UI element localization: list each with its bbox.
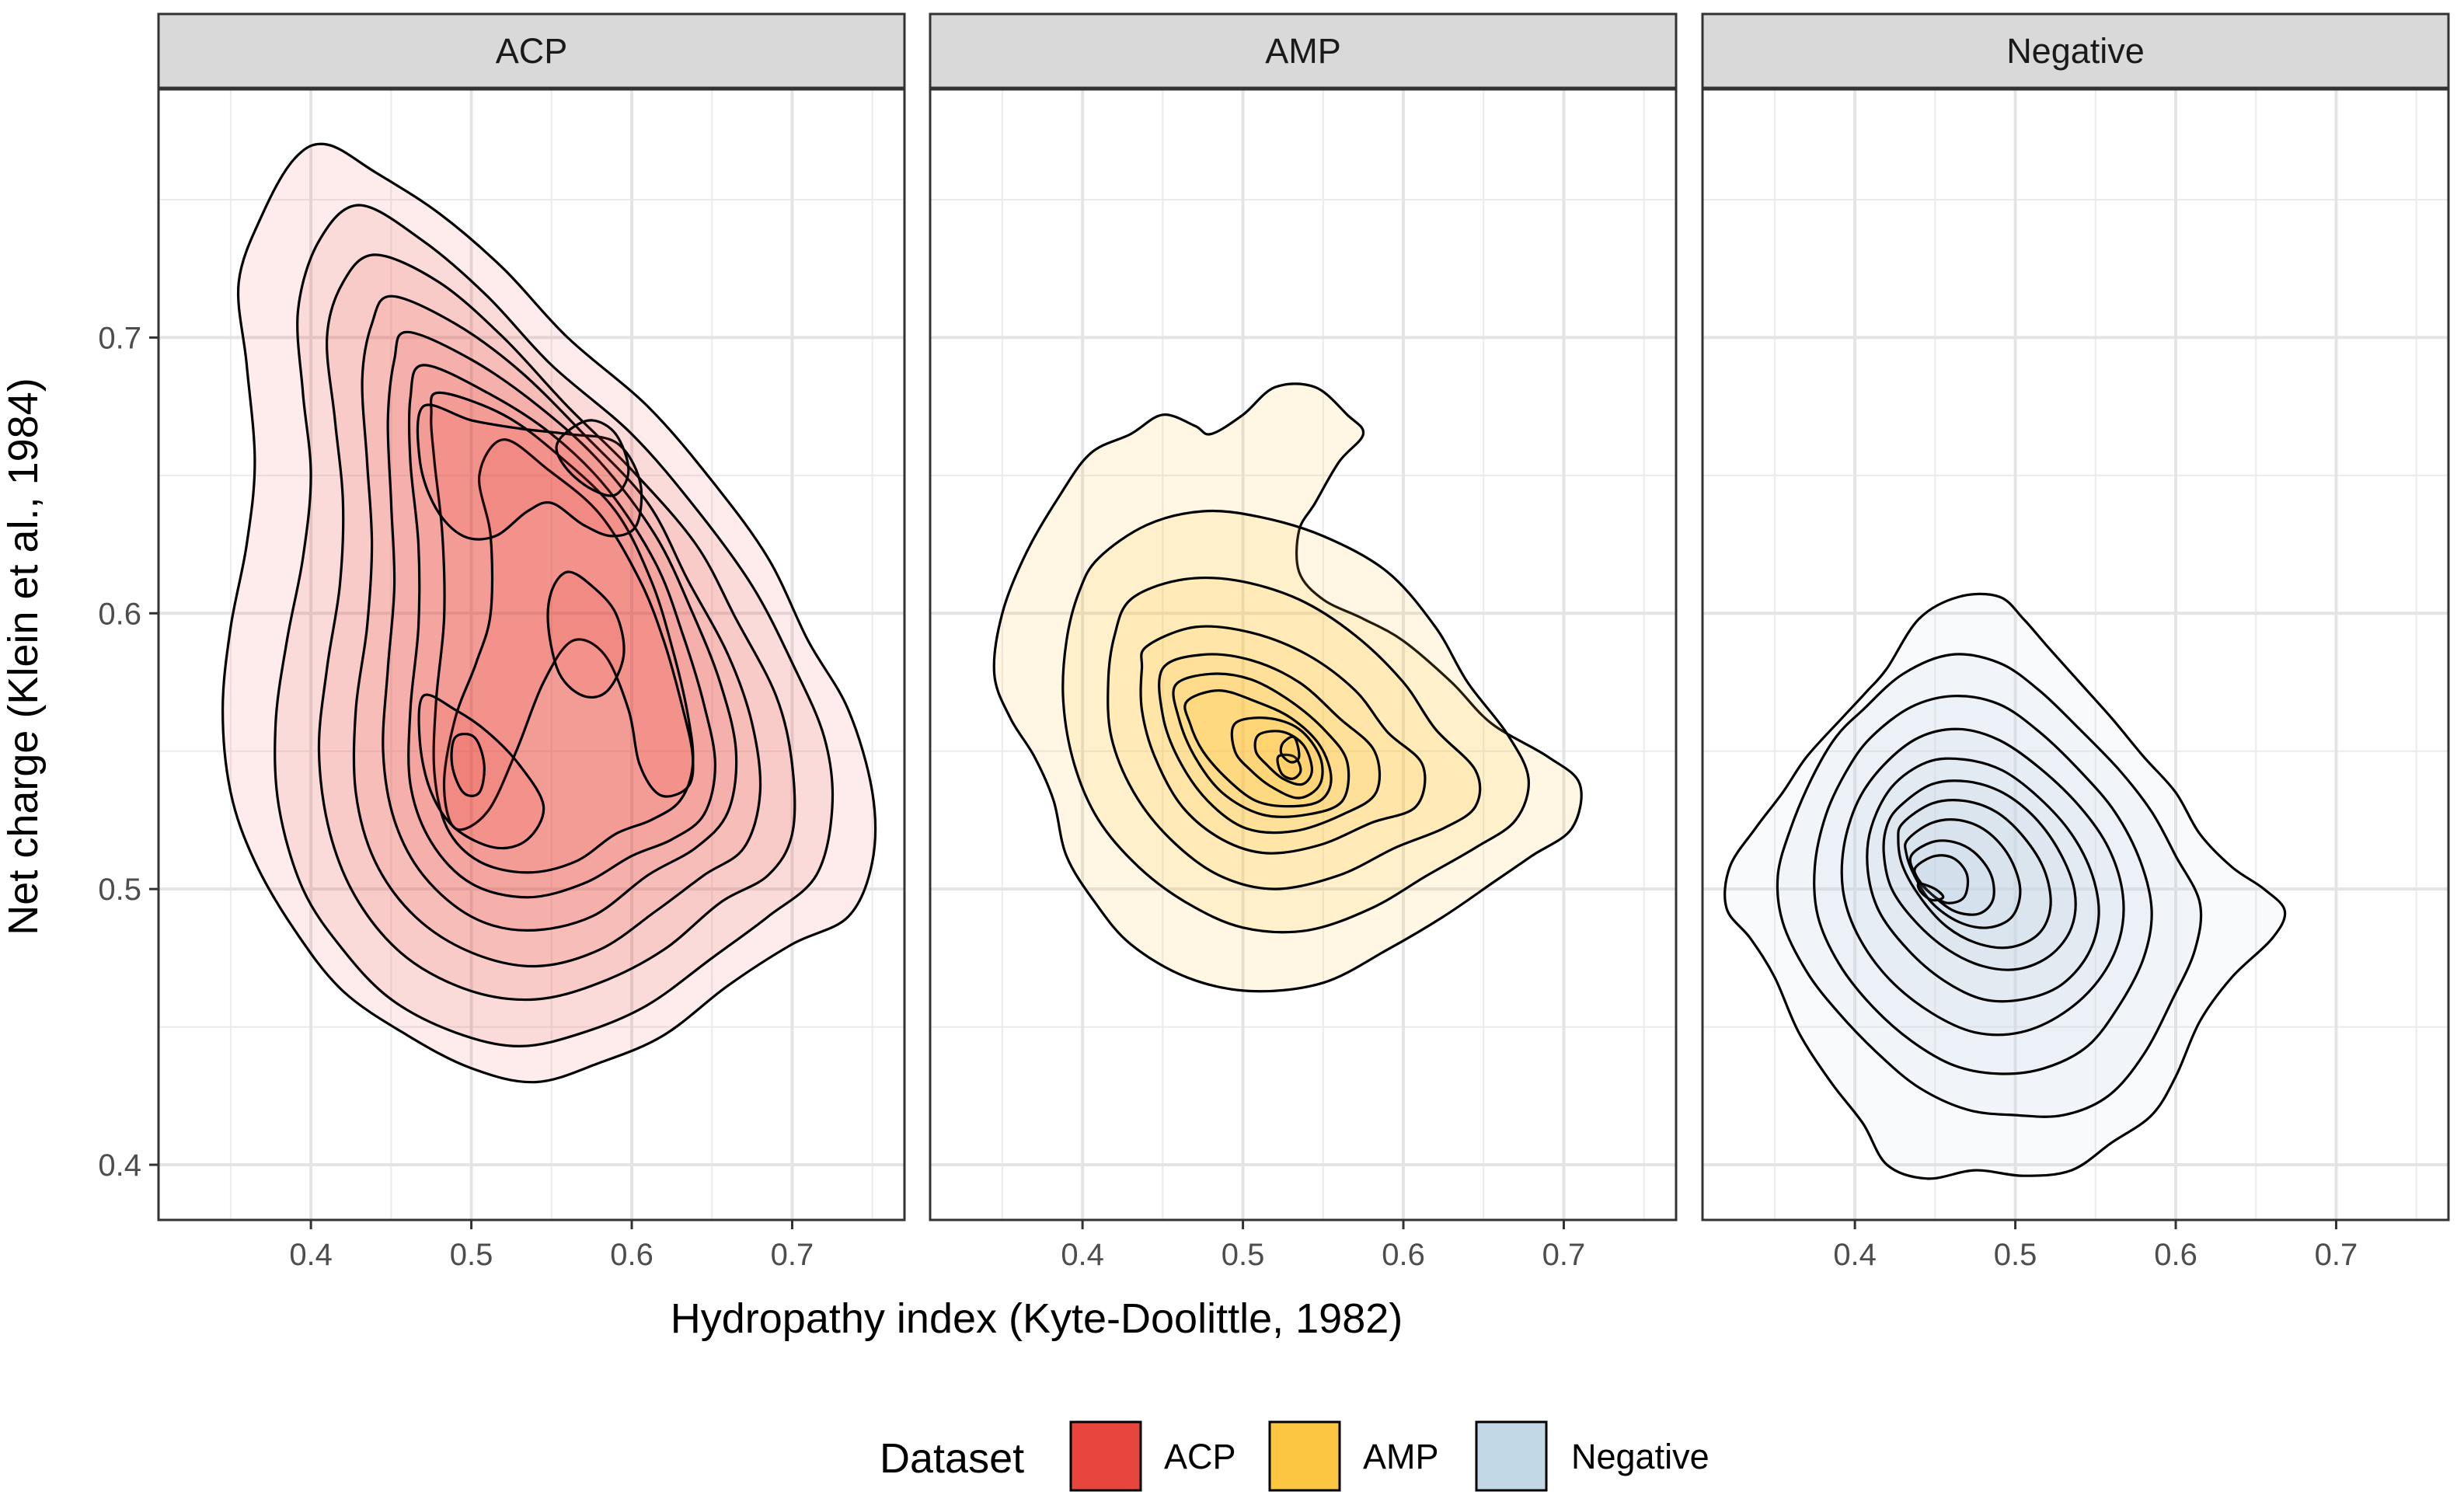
contour-negative-level-5 xyxy=(1866,757,2100,1003)
contour-negative-level-6 xyxy=(1882,779,2077,971)
panel-background-amp xyxy=(930,89,1676,1220)
y-tick-label: 0.4 xyxy=(98,1148,141,1183)
x-tick-label: 0.5 xyxy=(450,1238,493,1272)
x-tick-label: 0.5 xyxy=(1994,1238,2037,1272)
contours-amp xyxy=(992,382,1583,993)
contour-acp-level-13 xyxy=(450,732,486,797)
y-axis-title: Net charge (Klein et al., 1984) xyxy=(0,378,47,935)
panel-amp: AMP 0.4 0.5 0.6 0.7 xyxy=(929,12,1678,1272)
contour-acp-level-10 xyxy=(417,693,545,850)
panel-border-negative xyxy=(1701,88,2450,1221)
contour-amp-level-1 xyxy=(992,382,1583,993)
x-tick-label: 0.4 xyxy=(1833,1238,1877,1272)
contour-negative-level-10 xyxy=(1913,854,1970,904)
x-tick-label: 0.6 xyxy=(1382,1238,1425,1272)
x-tick-label: 0.7 xyxy=(771,1238,814,1272)
legend: Dataset ACP AMP Negative xyxy=(880,1420,1709,1492)
y-tick-label: 0.6 xyxy=(98,597,141,631)
contour-amp-level-5 xyxy=(1158,653,1382,835)
x-tick-label: 0.6 xyxy=(2154,1238,2197,1272)
contour-negative-level-2 xyxy=(1776,653,2203,1118)
legend-key-amp xyxy=(1268,1420,1341,1492)
contour-acp-level-9 xyxy=(416,403,643,541)
strip-title-acp: ACP xyxy=(496,31,568,71)
contour-negative-level-1 xyxy=(1723,592,2287,1180)
y-axis-ticks: 0.4 0.5 0.6 0.7 xyxy=(98,321,159,1183)
strip-acp xyxy=(157,12,906,89)
strip-amp xyxy=(929,12,1678,89)
contour-acp-level-3 xyxy=(317,253,796,1002)
panel-border-amp xyxy=(929,88,1678,1221)
contour-acp-level-11 xyxy=(546,570,626,699)
contour-acp-level-2 xyxy=(274,204,835,1047)
x-axis-title: Hydropathy index (Kyte-Doolittle, 1982) xyxy=(671,1295,1403,1342)
panel-border-acp xyxy=(157,88,906,1221)
contours-acp xyxy=(221,142,877,1084)
y-tick-label: 0.7 xyxy=(98,321,141,355)
contour-negative-level-7 xyxy=(1897,799,2052,950)
legend-label-negative: Negative xyxy=(1571,1437,1709,1476)
x-tick-label: 0.5 xyxy=(1222,1238,1265,1272)
contour-amp-level-11 xyxy=(1279,735,1301,764)
panel-acp: ACP 0.4 0.5 0.6 0.7 xyxy=(157,12,906,1272)
x-tick-label: 0.4 xyxy=(1061,1238,1104,1272)
strip-title-negative: Negative xyxy=(2006,31,2145,71)
contour-acp-level-7 xyxy=(430,391,695,874)
contour-acp-level-8 xyxy=(442,438,695,831)
x-tick-label: 0.4 xyxy=(289,1238,333,1272)
contour-acp-level-4 xyxy=(352,294,762,968)
x-tick-label: 0.7 xyxy=(1542,1238,1586,1272)
contour-negative-level-11 xyxy=(1916,882,1945,902)
contour-amp-level-6 xyxy=(1172,672,1350,818)
legend-label-amp: AMP xyxy=(1363,1437,1439,1476)
legend-key-acp xyxy=(1069,1420,1142,1492)
y-tick-label: 0.5 xyxy=(98,873,141,907)
contour-acp-level-12 xyxy=(555,419,630,497)
panel-negative: Negative 0.4 0.5 0.6 0.7 xyxy=(1701,12,2450,1272)
strip-negative xyxy=(1701,12,2450,89)
panel-background-acp xyxy=(159,89,904,1220)
legend-title: Dataset xyxy=(880,1435,1024,1482)
contour-amp-level-4 xyxy=(1139,625,1427,855)
strip-title-amp: AMP xyxy=(1265,31,1341,71)
legend-label-acp: ACP xyxy=(1164,1437,1236,1476)
contours-negative xyxy=(1723,592,2287,1180)
legend-key-negative xyxy=(1475,1420,1548,1492)
x-tick-label: 0.7 xyxy=(2315,1238,2358,1272)
contour-negative-level-4 xyxy=(1840,727,2125,1037)
x-tick-label: 0.6 xyxy=(610,1238,653,1272)
panel-background-negative xyxy=(1702,89,2448,1220)
